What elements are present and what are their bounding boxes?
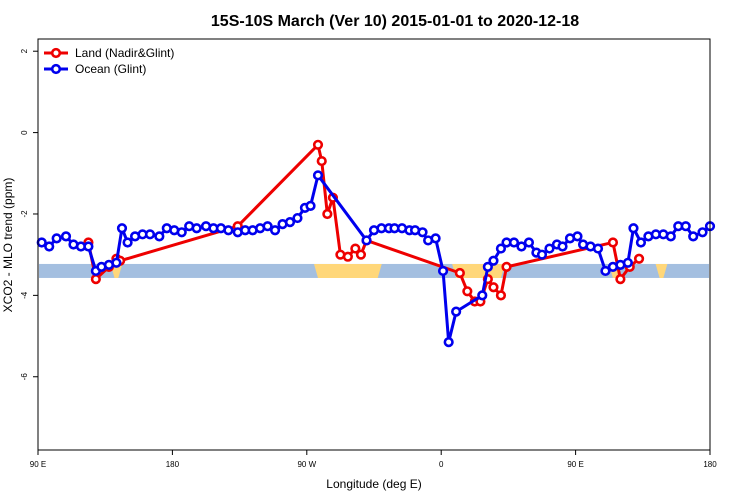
- ocean-point: [628, 223, 639, 234]
- land-band: [314, 263, 382, 278]
- ocean-point: [154, 231, 165, 242]
- ocean-point: [477, 290, 488, 301]
- land-point: [90, 273, 101, 285]
- ocean-point: [536, 249, 548, 260]
- ocean-point: [665, 231, 676, 242]
- x-tick-label: 0: [439, 460, 444, 469]
- legend-marker: [50, 63, 62, 75]
- ocean-point: [443, 337, 454, 348]
- y-tick-label: -4: [20, 291, 29, 299]
- ocean-point: [523, 237, 535, 248]
- land-point: [607, 237, 619, 248]
- ocean-point: [572, 231, 583, 242]
- y-tick-label: -6: [20, 373, 29, 381]
- land-point: [342, 251, 353, 262]
- ocean-point: [508, 237, 520, 248]
- ocean-point: [176, 227, 187, 238]
- ocean-point: [635, 237, 647, 248]
- land-point: [355, 249, 367, 260]
- ocean-point: [292, 212, 303, 224]
- x-tick-label: 180: [166, 460, 180, 469]
- legend-marker: [50, 47, 62, 59]
- ocean-point: [417, 227, 428, 238]
- plot-frame: [37, 38, 711, 451]
- ocean-point: [262, 221, 273, 232]
- ocean-point: [284, 217, 296, 228]
- y-tick-label: 2: [20, 48, 29, 53]
- ocean-point: [122, 237, 133, 248]
- land-line: [86, 143, 641, 303]
- legend-label: Ocean (Glint): [75, 62, 146, 76]
- ocean-point: [312, 170, 324, 181]
- ocean-point: [557, 241, 568, 252]
- land-point: [322, 208, 333, 220]
- land-point: [462, 286, 473, 297]
- x-tick-label: 180: [703, 460, 717, 469]
- series-ocean: [36, 170, 716, 348]
- land-point: [615, 273, 626, 285]
- land-point: [454, 267, 465, 279]
- ocean-point: [430, 233, 441, 244]
- chart-title: 15S-10S March (Ver 10) 2015-01-01 to 202…: [211, 13, 579, 30]
- legend-label: Land (Nadir&Glint): [75, 46, 174, 60]
- y-tick-label: 0: [20, 130, 29, 135]
- ocean-point: [111, 257, 122, 268]
- ocean-point: [622, 257, 633, 268]
- x-tick-label: 90 E: [30, 460, 46, 469]
- ocean-point: [361, 235, 372, 246]
- land-point: [633, 253, 645, 264]
- land-point: [350, 243, 361, 254]
- land-point: [501, 261, 512, 272]
- land-point: [495, 290, 507, 301]
- ocean-point: [305, 200, 316, 211]
- ocean-point: [488, 255, 499, 266]
- ocean-point: [600, 265, 611, 277]
- series-land: [83, 139, 645, 307]
- legend: Land (Nadir&Glint) Ocean (Glint): [44, 46, 174, 76]
- y-tick-label: -2: [20, 210, 29, 218]
- ocean-point: [60, 231, 72, 242]
- x-axis-label: Longitude (deg E): [326, 477, 421, 491]
- ocean-point: [544, 243, 555, 254]
- x-tick-label: 90 W: [297, 460, 316, 469]
- ocean-point: [44, 241, 55, 252]
- ocean-point: [191, 223, 202, 234]
- ocean-point: [83, 241, 94, 252]
- ocean-point: [697, 227, 708, 238]
- land-point: [312, 139, 324, 150]
- y-axis-label: XCO2 - MLO trend (ppm): [1, 178, 15, 313]
- ocean-point: [223, 225, 234, 236]
- ocean-point: [116, 223, 128, 234]
- ocean-point: [680, 221, 691, 232]
- ocean-point: [516, 241, 527, 252]
- ocean-point: [592, 243, 604, 254]
- ocean-point: [269, 225, 281, 236]
- x-tick-label: 90 E: [567, 460, 583, 469]
- ocean-point: [144, 229, 156, 240]
- x-axis: 90 E 180 90 W 0 90 E 180: [30, 450, 717, 469]
- ocean-point: [482, 261, 493, 272]
- land-point: [488, 282, 499, 293]
- y-axis: 2 0 -2 -4 -6: [20, 48, 38, 380]
- ocean-point: [451, 306, 462, 317]
- land-point: [316, 155, 327, 167]
- ocean-line: [41, 173, 711, 344]
- ocean-point: [51, 233, 62, 244]
- land-band: [655, 263, 668, 278]
- ocean-point: [688, 231, 699, 242]
- ocean-point: [437, 265, 449, 277]
- series-layer: [36, 139, 716, 348]
- ocean-point: [495, 243, 507, 254]
